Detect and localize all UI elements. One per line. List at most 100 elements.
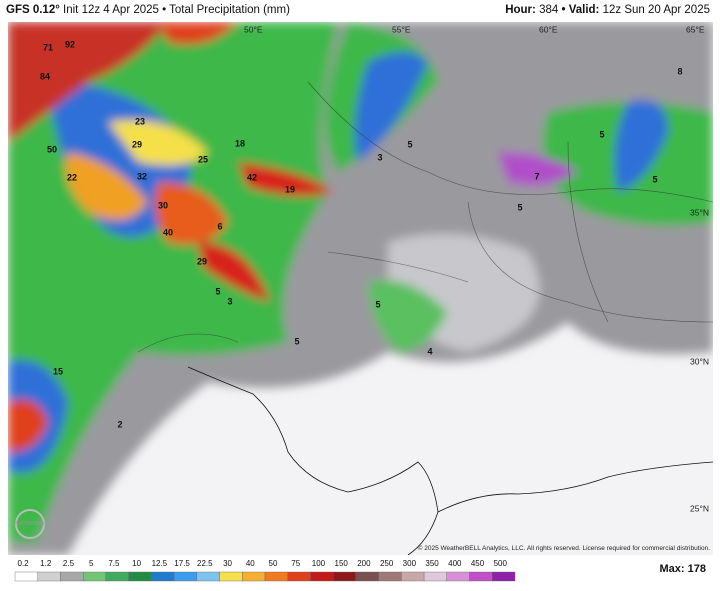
hour-label: Hour: [505,4,536,16]
colorbar-label: 7.5 [108,559,120,568]
colorbar-swatch [219,571,243,582]
latitude-label: 30°N [690,356,709,366]
colorbar-label: 450 [471,559,485,568]
colorbar-label: 50 [269,559,278,568]
logo-mark [15,509,45,539]
valid-label: • Valid: [561,4,600,16]
colorbar-label: 350 [425,559,439,568]
colorbar-swatch [492,571,516,582]
colorbar-label: 30 [223,559,232,568]
max-value: 178 [687,563,706,575]
colorbar-swatch [446,571,470,582]
map-label: 92 [65,39,75,49]
colorbar-swatch [60,571,84,582]
colorbar-swatch [423,571,448,582]
copyright: © 2025 WeatherBELL Analytics, LLC. All r… [418,544,711,552]
colorbar-label: 22.5 [197,559,213,568]
map-label: 5 [652,174,657,184]
max-label: Max: [659,563,685,575]
colorbar-swatch [378,571,402,582]
colorbar-swatch [287,571,311,582]
colorbar-swatches: 0.2 1.2 2.5 5 7.5 10 12.5 17.5 22.5 30 40 50 75 100 15… [14,559,516,582]
colorbar-label: 150 [335,559,349,568]
map-label: 19 [285,184,295,194]
colorbar-swatch [105,571,129,582]
colorbar-label: 400 [448,559,462,568]
colorbar-label: 1.2 [40,559,52,568]
colorbar-swatch [128,571,152,582]
colorbar-swatch [37,571,61,582]
subtitle: Init 12z 4 Apr 2025 • Total Precipitatio… [63,4,290,16]
latitude-label: 25°N [690,503,709,513]
colorbar-label: 40 [246,559,255,568]
colorbar-label: 17.5 [174,559,190,568]
map-label: 15 [53,366,63,376]
map-label: 32 [137,171,147,181]
hour: 384 [539,4,559,16]
map-label: 3 [227,296,232,306]
colorbar-label: 12.5 [152,559,168,568]
map-label: 71 [43,42,53,52]
map-label: 25 [198,154,208,164]
colorbar-label: 250 [380,559,394,568]
colorbar-swatch [401,571,425,582]
longitude-label: 60°E [539,24,558,34]
colorbar-swatch [14,571,38,582]
colorbar-label: 500 [494,559,508,568]
latitude-label: 35°N [690,207,709,217]
logo: WEATHERBELL [12,521,49,527]
colorbar-swatch [310,571,334,582]
map-label: 6 [217,221,222,231]
longitude-label: 55°E [392,24,411,34]
colorbar-swatch [332,571,357,582]
map-label: 3 [377,152,382,162]
colorbar-label: 300 [403,559,417,568]
map-label: 2 [117,419,122,429]
map-label: 5 [294,336,299,346]
coastline [437,461,713,513]
borders [137,81,713,353]
colorbar-swatch [242,571,266,582]
colorbar-label: 10 [132,559,141,568]
map-label: 22 [67,172,77,182]
graticule-labels: 50°E 55°E 60°E 65°E 35°N 30°N 25°N [244,24,709,513]
valid: 12z Sun 20 Apr 2025 [602,4,710,16]
map-label: 23 [135,116,145,126]
colorbar-swatch [264,571,288,582]
map-label: 29 [197,256,207,266]
map-label: 30 [158,200,168,210]
colorbar-label: 200 [357,559,371,568]
map-label: 29 [132,139,142,149]
colorbar-swatch [173,571,198,582]
colorbar-label: 0.2 [17,559,29,568]
colorbar-swatch [151,571,175,582]
map-label: 42 [247,172,257,182]
map-label: 7 [534,171,539,181]
colorbar: 0.2 1.2 2.5 5 7.5 10 12.5 17.5 22.5 30 40 50 75 100 15… [14,559,516,582]
colorbar-swatch [196,571,220,582]
colorbar-swatch [355,571,379,582]
longitude-label: 65°E [686,24,705,34]
map-label: 5 [215,286,220,296]
map-label: 5 [407,139,412,149]
colorbar-label: 100 [312,559,326,568]
map-label: 50 [47,144,57,154]
precip-field [8,22,713,555]
map-label: 84 [40,71,50,81]
map-label: 5 [375,299,380,309]
longitude-label: 50°E [244,24,263,34]
header-right: Hour: 384 • Valid: 12z Sun 20 Apr 2025 [505,4,710,16]
colorbar-swatch [82,571,107,582]
colorbar-label: 5 [89,559,94,568]
map-label: 4 [427,346,432,356]
map-label: 5 [517,202,522,212]
map-label: 18 [235,138,245,148]
max: Max: 178 [660,563,706,575]
colorbar-swatch [469,571,493,582]
map-label: 5 [599,129,604,139]
colorbar-label: 2.5 [63,559,75,568]
colorbar-label: 75 [291,559,300,568]
